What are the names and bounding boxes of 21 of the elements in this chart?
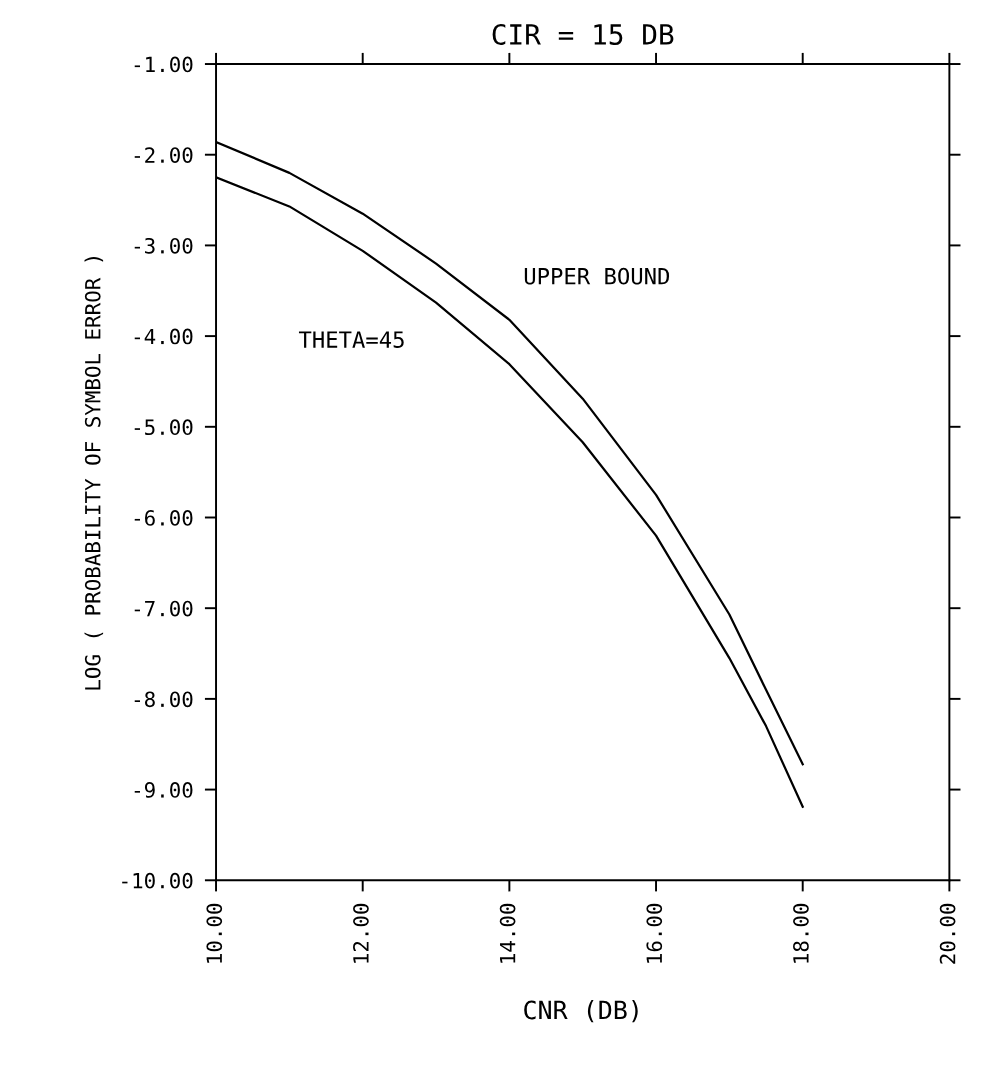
y-tick-label: -5.00: [134, 419, 193, 436]
y-axis-title: LOG ( PROBABILITY OF SYMBOL ERROR ): [84, 256, 104, 690]
series-label: UPPER BOUND: [524, 267, 670, 285]
x-tick-label: 18.00: [793, 903, 809, 963]
x-axis-title: CNR (DB): [524, 1000, 638, 1023]
y-tick-label: -4.00: [134, 328, 193, 345]
x-tick-label: 10.00: [206, 903, 223, 963]
y-tick-label: -1.00: [134, 56, 193, 73]
y-tick-label: -8.00: [134, 691, 193, 708]
x-tick-label: 16.00: [646, 903, 663, 963]
x-tick-label: 14.00: [499, 903, 516, 963]
y-tick-label: -9.00: [134, 782, 193, 798]
series-label: THETA=45: [298, 331, 404, 348]
x-tick-label: 12.00: [353, 903, 369, 963]
y-tick-label: -7.00: [134, 600, 193, 617]
y-tick-label: -6.00: [134, 510, 193, 526]
y-tick-label: -3.00: [134, 237, 193, 254]
chart-title: CIR = 15 DB: [492, 23, 674, 45]
y-tick-label: -2.00: [134, 147, 193, 163]
y-tick-label: -10.00: [122, 872, 193, 889]
x-tick-label: 20.00: [939, 903, 956, 964]
